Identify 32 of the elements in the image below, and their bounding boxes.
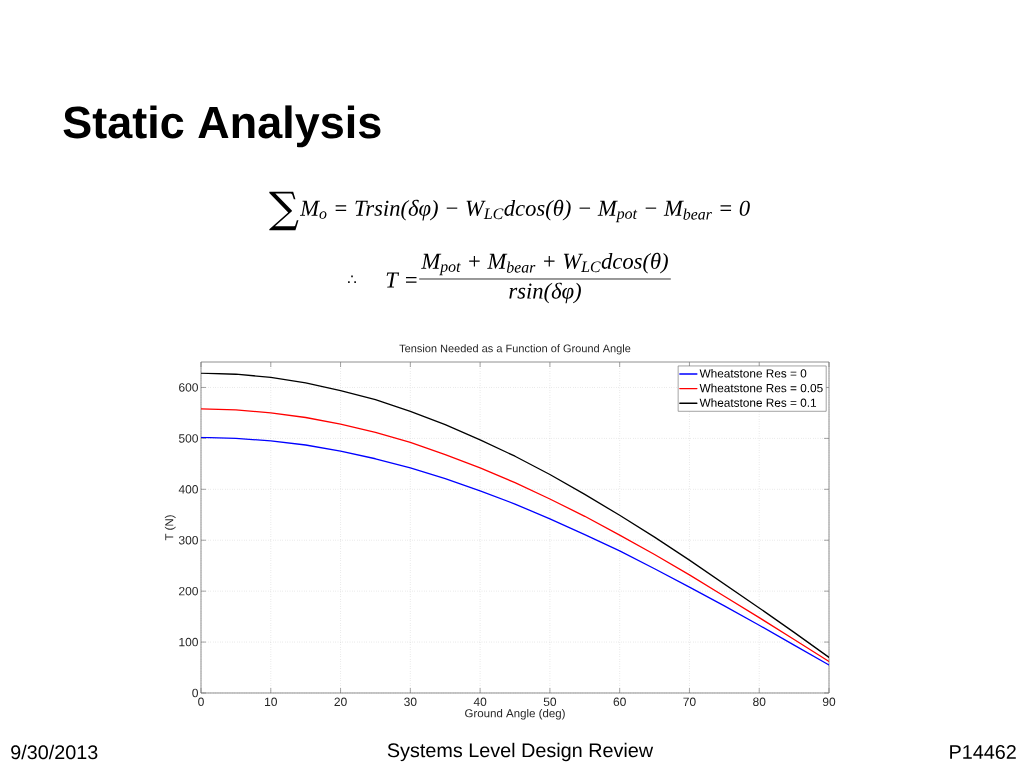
y-tick-label: 300 <box>178 535 198 545</box>
x-tick-label: 40 <box>473 697 487 707</box>
text: ∑ <box>269 191 299 231</box>
x-tick-label: 60 <box>613 697 626 707</box>
text: M$_{o}$ = Trsin(δφ) − W$_{LC}$dcos(θ) − M$_{pot}$ − M$_{bear}$ = 0 <box>299 199 750 223</box>
text: Systems Level Design Review <box>387 742 654 762</box>
x-tick-label: 20 <box>334 697 347 707</box>
x-tick-label: 30 <box>404 697 417 707</box>
legend-label: Wheatstone Res = 0.05 <box>699 383 823 393</box>
y-tick-label: 100 <box>179 637 198 647</box>
y-tick-label: 500 <box>178 434 198 443</box>
x-axis-title: Ground Angle (deg) <box>465 708 565 720</box>
text: P14462 <box>950 745 1016 759</box>
x-tick-label: 10 <box>265 697 277 707</box>
y-tick-label: 600 <box>179 383 198 392</box>
text: 9/30/2013 <box>11 744 98 760</box>
y-tick-label: 400 <box>178 485 198 494</box>
y-tick-label: 0 <box>192 688 199 698</box>
chart-title: Static Analysis <box>63 105 381 148</box>
y-tick-label: 200 <box>179 586 198 596</box>
text: M$_{pot}$ + M$_{bear}$ + W$_{LC}$dcos(θ) <box>421 252 668 276</box>
x-tick-label: 50 <box>543 697 557 707</box>
legend-label: Wheatstone Res = 0 <box>699 368 807 378</box>
chart-subtitle: Tension Needed as a Function of Ground Angle <box>399 344 631 355</box>
legend-label: Wheatstone Res = 0.1 <box>699 398 817 407</box>
x-tick-label: 80 <box>753 697 766 707</box>
text: T = <box>386 272 417 288</box>
x-tick-label: 70 <box>683 697 696 707</box>
x-tick-label: 90 <box>822 697 836 707</box>
y-axis-title: T (N) <box>164 515 176 541</box>
text: ∴ <box>348 275 356 284</box>
text: rsin(δφ) <box>509 282 581 304</box>
